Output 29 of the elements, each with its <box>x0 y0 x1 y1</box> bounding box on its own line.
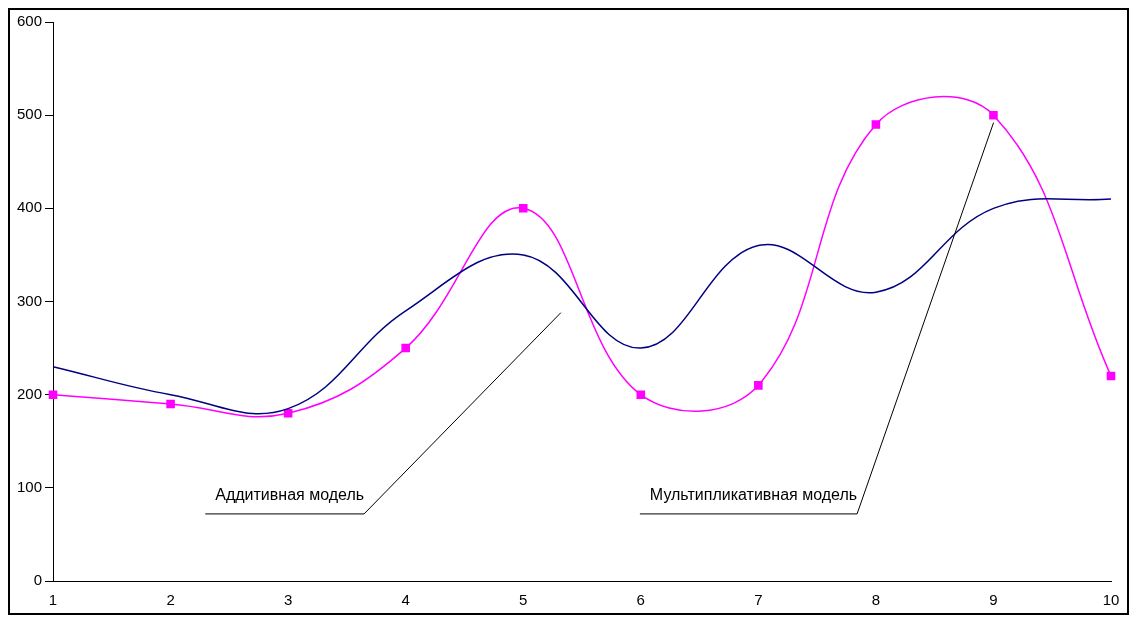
y-tick-label: 500 <box>17 105 43 123</box>
x-tick-label: 2 <box>166 591 175 609</box>
point <box>518 204 528 213</box>
point <box>166 399 175 409</box>
point <box>636 390 646 399</box>
x-tick-label: 8 <box>871 591 881 609</box>
x-tick-label: 7 <box>754 591 763 609</box>
x-tick-label: 1 <box>48 591 58 609</box>
x-tick-label: 4 <box>401 591 410 609</box>
point <box>1106 371 1116 381</box>
x-tick-label: 5 <box>519 591 528 609</box>
y-tick-label: 300 <box>17 291 43 309</box>
y-tick-label: 100 <box>17 477 43 495</box>
annotation: Аддитивная модель <box>215 486 365 504</box>
point <box>871 120 881 129</box>
y-tick-label: 0 <box>33 571 43 589</box>
x-tick-label: 9 <box>989 591 998 609</box>
y-tick-label: 600 <box>17 12 43 30</box>
point <box>283 409 293 418</box>
annotation: Мультипликативная модель <box>649 486 858 504</box>
y-tick-label: 400 <box>17 198 43 216</box>
point <box>754 381 763 390</box>
point <box>48 390 58 399</box>
x-tick-label: 3 <box>283 591 293 609</box>
y-tick-label: 200 <box>17 384 43 402</box>
point <box>989 110 998 120</box>
x-tick-label: 10 <box>1102 591 1120 609</box>
x-tick-label: 6 <box>636 591 645 609</box>
point <box>401 343 410 353</box>
